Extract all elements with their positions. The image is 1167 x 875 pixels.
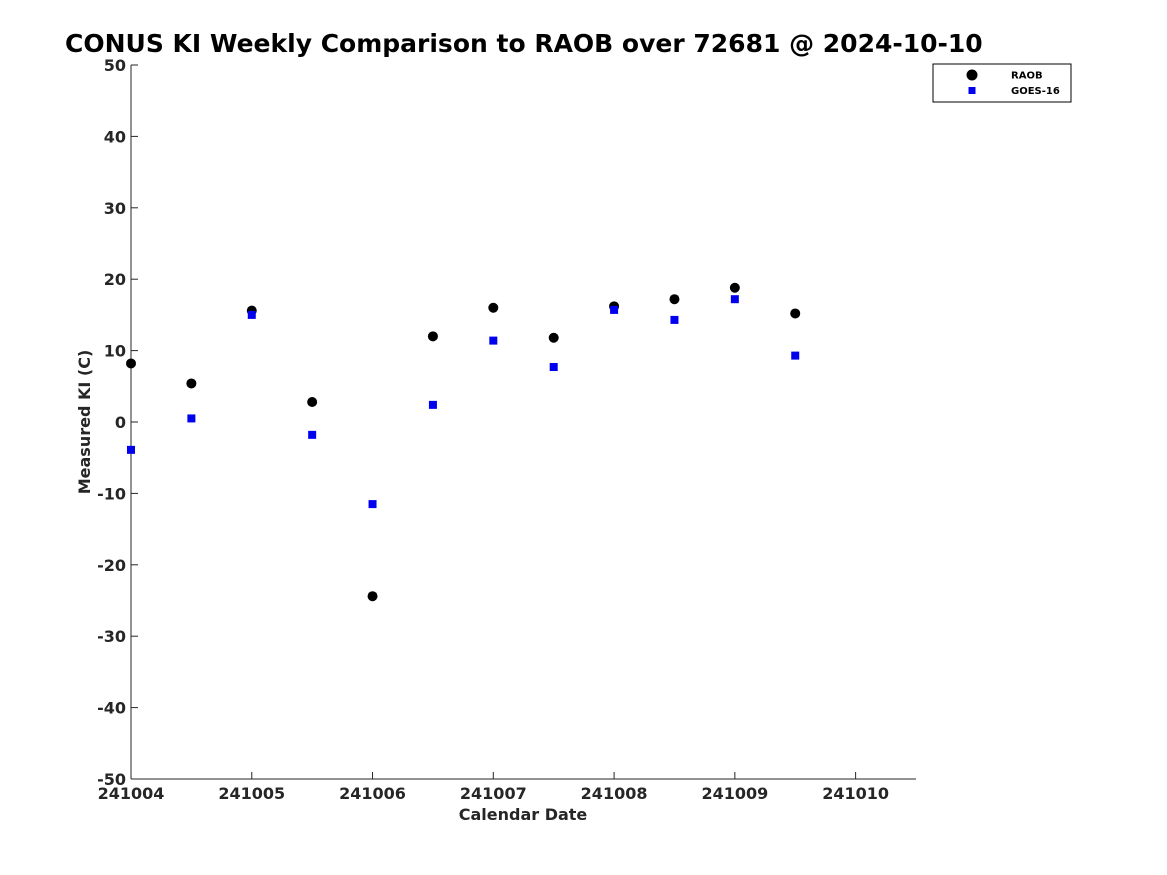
- data-point: [729, 282, 740, 293]
- legend-marker-square: [968, 87, 976, 94]
- x-axis-label: Calendar Date: [459, 805, 588, 824]
- y-tick-label: 0: [115, 413, 126, 432]
- data-point: [730, 295, 739, 304]
- y-tick-label: 20: [104, 270, 126, 289]
- chart-title: CONUS KI Weekly Comparison to RAOB over …: [65, 29, 983, 58]
- x-tick-label: 241009: [701, 784, 768, 803]
- data-point: [669, 294, 680, 305]
- y-tick-label: 40: [104, 127, 126, 146]
- x-tick-label: 241005: [218, 784, 285, 803]
- data-point: [126, 358, 136, 369]
- x-tick-label: 241007: [460, 784, 527, 803]
- axes: [130, 65, 916, 780]
- y-tick-label: -10: [97, 484, 126, 503]
- y-tick-label: 30: [104, 199, 126, 218]
- data-point: [308, 430, 317, 439]
- legend-marker-circle: [966, 69, 978, 81]
- x-tick-label: 241004: [98, 784, 165, 803]
- y-tick-label: -40: [97, 699, 126, 718]
- data-point: [549, 363, 558, 372]
- y-axis-ticks: 50 40 30 20 10 0 -10 -20 -30 -40 -50: [97, 56, 138, 789]
- x-tick-label: 241010: [822, 784, 889, 803]
- series-goes-16: [127, 295, 800, 509]
- legend-label: GOES-16: [1011, 86, 1060, 97]
- x-tick-label: 241006: [339, 784, 406, 803]
- y-tick-label: -30: [97, 627, 126, 646]
- data-points: [126, 282, 801, 602]
- x-axis-ticks: 241004 241005 241006 241007 241008 241009 2410…: [98, 772, 889, 803]
- data-point: [790, 308, 801, 319]
- y-tick-label: 10: [104, 342, 126, 361]
- data-point: [187, 414, 196, 423]
- y-tick-label: 50: [104, 56, 126, 75]
- data-point: [247, 310, 256, 319]
- data-point: [186, 378, 197, 389]
- data-point: [368, 500, 377, 509]
- data-point: [127, 445, 135, 454]
- x-tick-label: 241008: [581, 784, 648, 803]
- y-axis-label: Measured KI (C): [75, 350, 94, 495]
- y-tick-label: -20: [97, 556, 126, 575]
- legend-box: [932, 63, 1072, 103]
- data-point: [489, 336, 498, 345]
- y-tick-label: -50: [97, 770, 126, 789]
- data-point: [791, 351, 800, 360]
- data-point: [307, 397, 318, 408]
- legend: RAOB GOES-16: [932, 63, 1072, 103]
- data-point: [670, 315, 679, 324]
- legend-label: RAOB: [1011, 71, 1043, 82]
- data-point: [367, 591, 378, 602]
- data-point: [488, 302, 499, 313]
- data-point: [610, 305, 619, 314]
- series-raob: [126, 282, 801, 602]
- data-point: [548, 332, 559, 343]
- data-point: [427, 331, 438, 342]
- data-point: [428, 400, 437, 409]
